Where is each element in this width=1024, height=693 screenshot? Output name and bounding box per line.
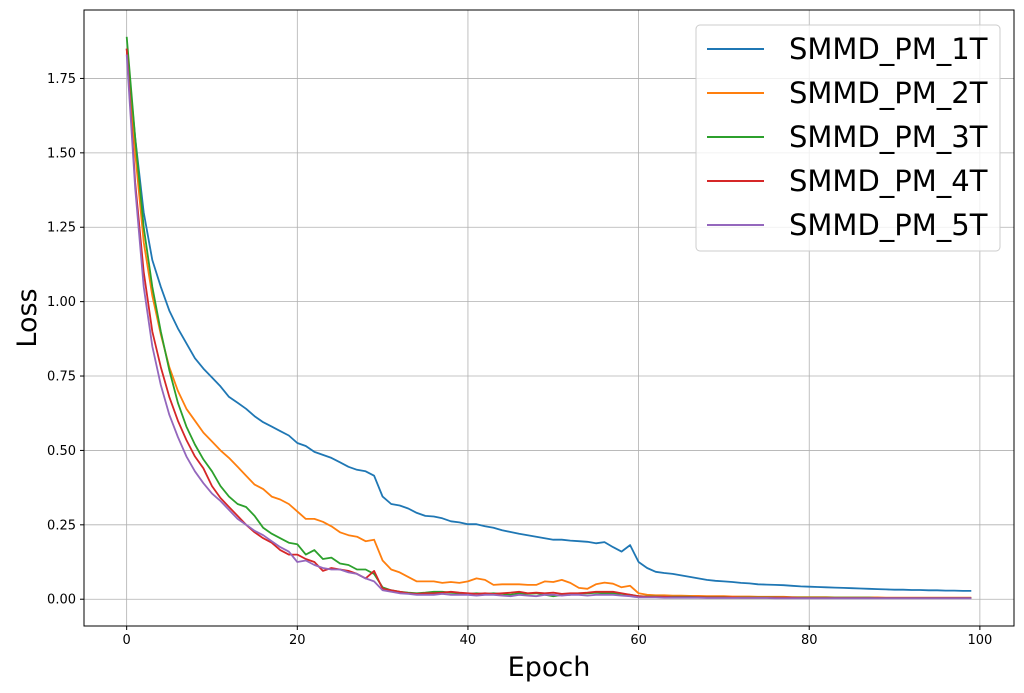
y-tick-label: 0.25	[47, 518, 76, 533]
x-tick-label: 20	[289, 633, 306, 648]
y-tick-label: 0.00	[47, 593, 76, 608]
y-tick-label: 1.75	[47, 72, 76, 87]
legend-label: SMMD_PM_3T	[789, 120, 988, 154]
series-lines	[125, 36, 972, 600]
legend: SMMD_PM_1T SMMD_PM_2T SMMD_PM_3T SMMD_PM_4T…	[695, 24, 1001, 252]
y-tick-label: 0.75	[47, 370, 76, 385]
y-tick-label: 1.00	[47, 295, 76, 310]
series-line-smmd_pm_5t	[125, 54, 972, 600]
y-tick-label: 1.50	[47, 146, 76, 161]
legend-label: SMMD_PM_1T	[789, 32, 988, 66]
legend-label: SMMD_PM_5T	[789, 208, 988, 242]
y-tick-label: 1.25	[47, 221, 76, 236]
x-axis-label: Epoch	[508, 652, 591, 683]
x-tick-label: 100	[967, 633, 992, 648]
y-tick-label: 0.50	[47, 444, 76, 459]
legend-label: SMMD_PM_4T	[789, 164, 988, 198]
x-tick-label: 80	[801, 633, 818, 648]
y-axis-label: Loss	[12, 288, 43, 347]
legend-box	[695, 24, 1001, 252]
x-tick-label: 60	[630, 633, 647, 648]
x-tick-label: 40	[460, 633, 477, 648]
plot-frame	[83, 9, 1015, 627]
y-axis-ticks: 0.00 0.25 0.50 0.75 1.00 1.25 1.50 1.75	[47, 72, 84, 608]
x-axis-ticks: 0 20 40 60 80 100	[123, 626, 992, 648]
series-line-smmd_pm_1t	[125, 48, 972, 592]
x-tick-label: 0	[123, 633, 131, 648]
legend-label: SMMD_PM_2T	[789, 76, 988, 110]
